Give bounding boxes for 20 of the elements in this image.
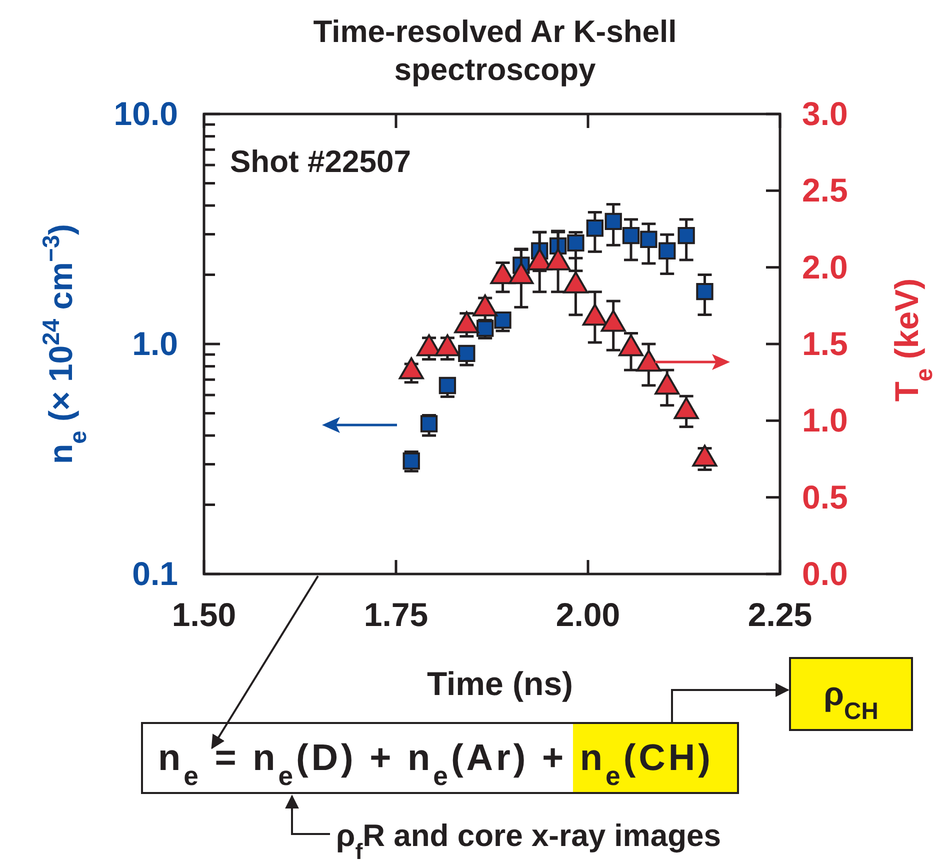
y2-tick-label: 0.5	[802, 478, 848, 516]
x-axis-title: Time (ns)	[426, 665, 574, 702]
x-tick-label: 2.00	[556, 596, 620, 633]
y2-tick-label: 1.0	[802, 402, 848, 439]
y-tick-label: 1.0	[132, 325, 178, 362]
y-tick-label: 0.1	[132, 555, 178, 592]
y2-tick-label: 0.0	[802, 555, 848, 592]
y2-tick-label: 2.0	[802, 248, 848, 286]
chart-title: Time-resolved Ar K-shell spectroscopy	[313, 14, 677, 87]
text: ρ$_{CH}$	[824, 675, 878, 724]
y2-tick-label: 3.0	[802, 95, 848, 132]
text: ρ$_{f}$R and core x-ray images	[336, 818, 722, 863]
y-tick-label: 10.0	[114, 95, 178, 132]
y2-tick-label: 2.5	[802, 172, 848, 209]
y2-tick-label: 1.5	[802, 325, 848, 362]
text: n$_{e}$ = n$_{e}$(D) + n$_{e}$(Ar) + n$_{e}$(CH)	[158, 737, 714, 791]
x-tick-label: 1.75	[364, 596, 428, 633]
x-tick-label: 1.50	[172, 596, 236, 633]
x-tick-label: 2.25	[748, 596, 812, 633]
annotation: Shot #22507	[230, 144, 411, 179]
